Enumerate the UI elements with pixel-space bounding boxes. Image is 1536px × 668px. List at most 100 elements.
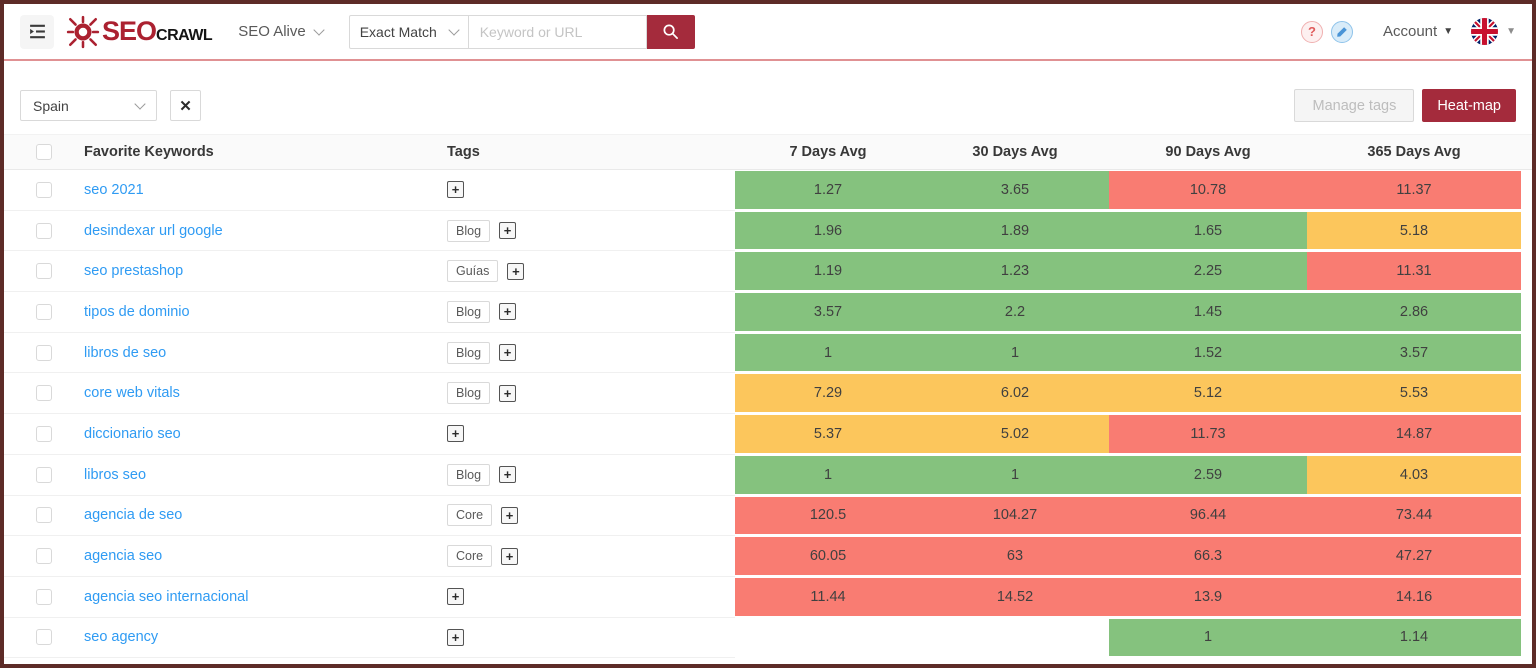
brand-name-secondary: CRAWL — [156, 27, 213, 44]
column-header-tags: Tags — [447, 144, 480, 160]
keyword-link[interactable]: desindexar url google — [84, 222, 223, 239]
row-checkbox[interactable] — [36, 425, 52, 442]
keyword-cell: desindexar url google — [68, 211, 435, 251]
heatmap-values: 1 1.14 — [735, 618, 1521, 659]
keyword-link[interactable]: agencia seo internacional — [84, 588, 249, 605]
table-row-left: seo agency + — [4, 618, 735, 659]
column-header-30-days-avg: 30 Days Avg — [972, 144, 1058, 160]
row-checkbox[interactable] — [36, 507, 52, 524]
row-checkbox[interactable] — [36, 629, 52, 646]
tag-chip[interactable]: Core — [447, 504, 493, 527]
keyword-link[interactable]: seo agency — [84, 629, 159, 646]
keyword-link[interactable]: agencia seo — [84, 548, 163, 565]
row-checkbox[interactable] — [36, 344, 52, 361]
add-tag-icon[interactable]: + — [447, 588, 464, 606]
keyword-link[interactable]: tipos de dominio — [84, 303, 190, 320]
heatmap-values: 5.37 5.02 11.73 14.87 — [735, 414, 1521, 455]
add-tag-icon[interactable]: + — [501, 547, 519, 565]
help-icon[interactable]: ? — [1300, 20, 1323, 43]
edit-pencil-icon[interactable] — [1330, 20, 1353, 43]
add-tag-icon[interactable]: + — [499, 344, 517, 362]
heatmap-cell: 11.73 — [1109, 415, 1307, 453]
row-checkbox[interactable] — [36, 588, 52, 605]
country-filter-select[interactable]: Spain — [20, 90, 157, 121]
row-checkbox[interactable] — [36, 548, 52, 565]
project-selector[interactable]: SEO Alive — [238, 23, 325, 40]
tags-cell: Core + — [435, 496, 735, 536]
keyword-link[interactable]: seo prestashop — [84, 263, 184, 280]
checkbox-cell — [4, 496, 68, 536]
add-tag-icon[interactable]: + — [499, 466, 517, 484]
caret-down-icon: ▼ — [1443, 26, 1454, 37]
row-checkbox[interactable] — [36, 303, 52, 320]
row-checkbox[interactable] — [36, 466, 52, 483]
topbar-right-actions: ? Account ▼ — [1300, 18, 1516, 45]
manage-tags-button[interactable]: Manage tags — [1294, 89, 1415, 122]
checkbox-cell — [4, 292, 68, 332]
sidebar-toggle-button[interactable] — [20, 14, 54, 49]
tag-chip[interactable]: Guías — [447, 260, 499, 283]
tag-chip[interactable]: Blog — [447, 341, 491, 364]
select-all-checkbox[interactable] — [36, 144, 52, 160]
heatmap-values: 1 1 1.52 3.57 — [735, 333, 1521, 374]
tags-cell: Blog + — [435, 292, 735, 332]
match-type-select[interactable]: Exact Match — [348, 14, 469, 49]
add-tag-icon[interactable]: + — [447, 628, 464, 646]
keyword-link[interactable]: agencia de seo — [84, 507, 183, 524]
clear-filter-button[interactable]: ✕ — [170, 90, 201, 121]
heatmap-cell: 73.44 — [1307, 496, 1521, 535]
heatmap-button[interactable]: Heat-map — [1422, 89, 1516, 122]
heatmap-cell: 6.02 — [921, 374, 1109, 413]
brand-logo[interactable]: SEO CRAWL — [66, 15, 213, 49]
table-row: tipos de dominio Blog +3.57 2.2 1.45 2.86 — [4, 292, 1532, 333]
heatmap-cell: 1 — [735, 333, 921, 372]
heatmap-cell: 47.27 — [1307, 537, 1521, 575]
keyword-link[interactable]: libros de seo — [84, 344, 167, 361]
account-menu[interactable]: Account ▼ — [1383, 23, 1453, 40]
search-input[interactable] — [468, 14, 647, 49]
keyword-cell: tipos de dominio — [68, 292, 435, 332]
row-checkbox[interactable] — [36, 263, 52, 280]
table-row: agencia seo internacional +11.44 14.52 13.9… — [4, 577, 1532, 618]
table-row-left: diccionario seo + — [4, 414, 735, 455]
add-tag-icon[interactable]: + — [499, 303, 517, 321]
tag-chip[interactable]: Core — [447, 545, 493, 568]
heatmap-values: 7.29 6.02 5.12 5.53 — [735, 373, 1521, 414]
search-button[interactable] — [646, 14, 695, 49]
keyword-link[interactable]: diccionario seo — [84, 425, 181, 442]
tag-chip[interactable]: Blog — [447, 382, 491, 405]
keyword-link[interactable]: seo 2021 — [84, 181, 144, 198]
add-tag-icon[interactable]: + — [447, 181, 464, 199]
tag-chip[interactable]: Blog — [447, 300, 491, 323]
heatmap-values: 120.5 104.27 96.44 73.44 — [735, 496, 1521, 537]
row-checkbox[interactable] — [36, 385, 52, 402]
heatmap-cell: 2.59 — [1109, 455, 1307, 494]
tag-chip[interactable]: Blog — [447, 463, 491, 486]
heatmap-cell: 2.86 — [1307, 293, 1521, 331]
heatmap-values: 1.27 3.65 10.78 11.37 — [735, 170, 1521, 211]
table-row-left: agencia de seo Core + — [4, 496, 735, 537]
tag-chip[interactable]: Blog — [447, 219, 491, 242]
add-tag-icon[interactable]: + — [499, 384, 517, 402]
heatmap-values: 60.05 63 66.3 47.27 — [735, 536, 1521, 577]
table-row-left: seo prestashop Guías + — [4, 251, 735, 293]
row-checkbox[interactable] — [36, 222, 52, 239]
keyword-link[interactable]: libros seo — [84, 466, 147, 483]
table-row: agencia de seo Core +120.5 104.27 96.44 73.44 — [4, 496, 1532, 537]
table-row: libros seo Blog +1 1 2.59 4.03 — [4, 455, 1532, 496]
add-tag-icon[interactable]: + — [499, 222, 517, 240]
language-selector[interactable]: ▼ — [1471, 18, 1516, 45]
table-header-row: Favorite Keywords Tags 7 Days Avg 30 Day… — [4, 134, 1532, 170]
add-tag-icon[interactable]: + — [501, 506, 519, 524]
table-row-left: libros de seo Blog + — [4, 333, 735, 374]
table-row: seo agency +1 1.14 — [4, 618, 1532, 659]
row-checkbox[interactable] — [36, 181, 52, 198]
add-tag-icon[interactable]: + — [447, 425, 464, 443]
add-tag-icon[interactable]: + — [507, 262, 525, 280]
heatmap-cell: 66.3 — [1109, 537, 1307, 575]
brand-name-primary: SEO — [102, 16, 157, 46]
keyword-link[interactable]: core web vitals — [84, 385, 180, 402]
heatmap-values: 11.44 14.52 13.9 14.16 — [735, 577, 1521, 618]
heatmap-cell: 1.52 — [1109, 333, 1307, 372]
keyword-cell: diccionario seo — [68, 414, 435, 454]
